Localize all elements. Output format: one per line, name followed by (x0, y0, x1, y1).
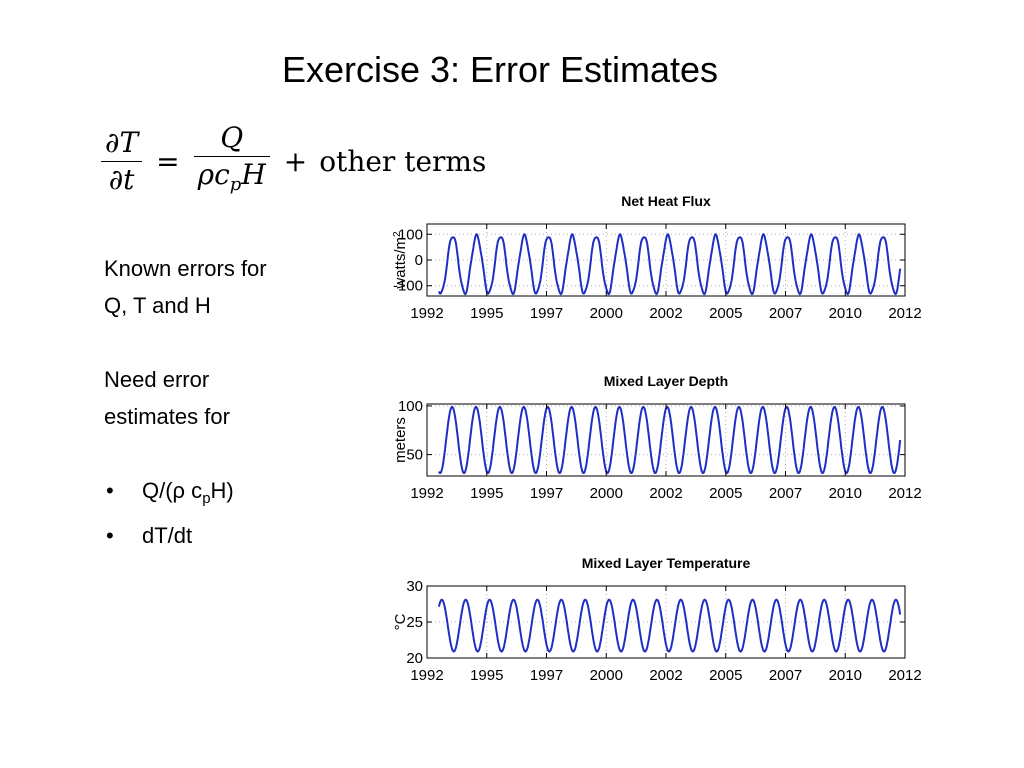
x-tick-label: 1995 (470, 305, 503, 322)
equals-sign: = (156, 144, 180, 178)
bullet-item: Q/(ρ cpH) (104, 472, 354, 517)
chart-net-heat-flux: Net Heat Flux 100 0 -100 1992 1995 1997 2000 200… (385, 186, 940, 338)
x-tick-label: 2002 (649, 485, 682, 502)
x-tick-label: 2007 (769, 485, 802, 502)
spacer (104, 435, 354, 472)
y-axis-label: watts/m2 (392, 231, 410, 290)
fraction-bar (101, 160, 143, 162)
plus-sign: + (283, 144, 308, 178)
x-tick-label: 2012 (888, 667, 921, 684)
x-tick-label: 1992 (410, 667, 443, 684)
x-tick-label: 2010 (829, 305, 862, 322)
text-line: Q, T and H (104, 293, 211, 318)
x-tick-label: 2012 (888, 485, 921, 502)
chart-svg: Mixed Layer Depth 100 50 1992 1995 1997 2000 20… (392, 373, 922, 502)
chart-title: Mixed Layer Depth (604, 373, 728, 389)
x-tick-label: 2012 (888, 305, 921, 322)
bullet-list: Q/(ρ cpH) dT/dt (104, 472, 354, 554)
series-line (438, 233, 902, 296)
x-tick-label: 2005 (709, 305, 742, 322)
x-tick-label: 2010 (829, 485, 862, 502)
text-line: Known errors for (104, 256, 267, 281)
y-tick-label: 50 (406, 447, 423, 464)
chart-title: Mixed Layer Temperature (582, 555, 751, 571)
chart-svg: Net Heat Flux 100 0 -100 1992 1995 1997 2000 200… (392, 193, 922, 322)
lhs-denominator: ∂t (108, 162, 135, 196)
bullet-subscript: p (202, 490, 211, 507)
y-tick-label: 100 (398, 398, 423, 415)
x-tick-label: 2002 (649, 667, 682, 684)
body-text: Known errors for Q, T and H Need error e… (104, 250, 354, 554)
bullet-item: dT/dt (104, 517, 354, 554)
y-tick-label: 25 (406, 614, 423, 631)
x-tick-label: 2007 (769, 667, 802, 684)
depth-symbol: H (241, 157, 266, 191)
spacer (104, 324, 354, 361)
chart-title: Net Heat Flux (621, 193, 711, 209)
rhs-numerator: Q (220, 120, 244, 154)
x-tick-label: 1997 (530, 305, 563, 322)
x-tick-label: 2007 (769, 305, 802, 322)
x-tick-label: 2002 (649, 305, 682, 322)
text-line: estimates for (104, 404, 230, 429)
x-tick-label: 2000 (590, 305, 623, 322)
x-tick-label: 2000 (590, 485, 623, 502)
y-tick-label: 0 (415, 252, 423, 269)
y-tick-label: 20 (406, 650, 423, 667)
x-tick-label: 2000 (590, 667, 623, 684)
bullet-text: H) (210, 478, 234, 503)
y-tick-label: 30 (406, 578, 423, 595)
y-axis-label-superscript: 2 (392, 231, 403, 237)
lhs-fraction: ∂T ∂t (101, 125, 143, 198)
heat-budget-equation: ∂T ∂t = Q ρcpH + other terms (95, 118, 486, 204)
text-line: Need error (104, 367, 210, 392)
y-tick-label: 100 (398, 226, 423, 243)
lhs-numerator: ∂T (105, 125, 139, 159)
series-line (438, 406, 902, 474)
slide-title: Exercise 3: Error Estimates (281, 49, 719, 90)
x-tick-label: 1997 (530, 667, 563, 684)
chart-mixed-layer-depth: Mixed Layer Depth 100 50 1992 1995 1997 2000 20… (385, 366, 940, 518)
rhs-denominator: ρcpH (194, 157, 270, 203)
other-terms: other terms (319, 144, 487, 178)
fraction-bar (193, 155, 270, 157)
x-tick-label: 2005 (709, 485, 742, 502)
chart-mixed-layer-temperature: Mixed Layer Temperature 30 25 20 1992 1995 199… (385, 548, 940, 700)
series-line (438, 598, 902, 653)
bullet-text: Q/(ρ c (142, 478, 203, 503)
rhs-fraction: Q ρcpH (193, 120, 270, 203)
y-axis-label: meters (392, 417, 409, 463)
x-tick-label: 1995 (470, 485, 503, 502)
y-axis-label: °C (392, 613, 409, 630)
x-tick-label: 1992 (410, 485, 443, 502)
y-tick-label: -100 (393, 278, 423, 295)
rho-cp: ρc (197, 157, 230, 191)
x-tick-label: 1995 (470, 667, 503, 684)
x-tick-label: 2010 (829, 667, 862, 684)
x-tick-label: 1992 (410, 305, 443, 322)
x-tick-label: 2005 (709, 667, 742, 684)
cp-subscript: p (229, 173, 242, 195)
x-tick-label: 1997 (530, 485, 563, 502)
